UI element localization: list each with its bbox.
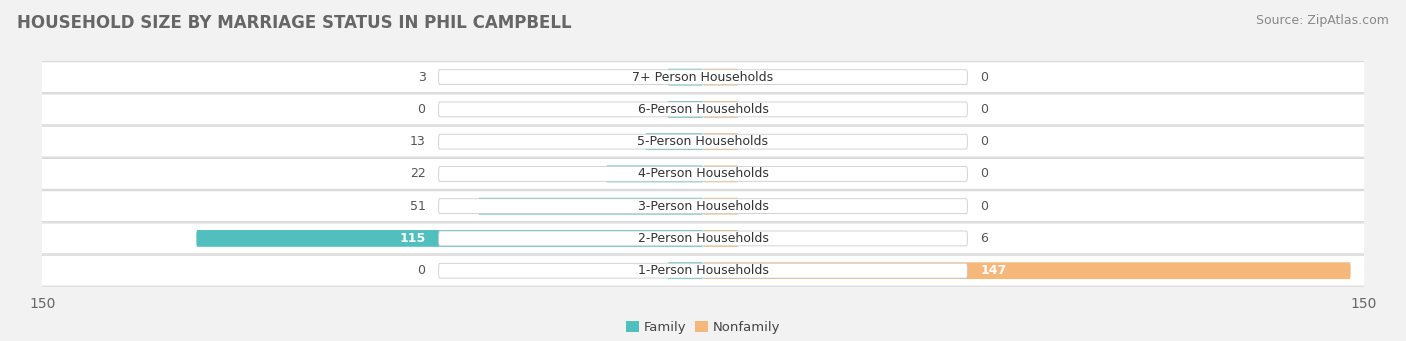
Text: 0: 0 <box>418 103 426 116</box>
FancyBboxPatch shape <box>34 255 1372 286</box>
FancyBboxPatch shape <box>703 262 1351 279</box>
FancyBboxPatch shape <box>703 198 738 214</box>
FancyBboxPatch shape <box>703 230 738 247</box>
Text: 22: 22 <box>409 167 426 180</box>
Text: 0: 0 <box>980 71 988 84</box>
FancyBboxPatch shape <box>703 101 738 118</box>
FancyBboxPatch shape <box>703 69 738 86</box>
Text: 6-Person Households: 6-Person Households <box>637 103 769 116</box>
Text: 0: 0 <box>980 135 988 148</box>
Text: HOUSEHOLD SIZE BY MARRIAGE STATUS IN PHIL CAMPBELL: HOUSEHOLD SIZE BY MARRIAGE STATUS IN PHI… <box>17 14 571 32</box>
FancyBboxPatch shape <box>34 223 1372 254</box>
FancyBboxPatch shape <box>34 159 1372 189</box>
FancyBboxPatch shape <box>668 69 703 86</box>
FancyBboxPatch shape <box>668 101 703 118</box>
FancyBboxPatch shape <box>439 231 967 246</box>
Text: 4-Person Households: 4-Person Households <box>637 167 769 180</box>
Text: 51: 51 <box>409 200 426 213</box>
FancyBboxPatch shape <box>34 191 1372 222</box>
Text: 5-Person Households: 5-Person Households <box>637 135 769 148</box>
Text: 0: 0 <box>980 200 988 213</box>
FancyBboxPatch shape <box>606 165 703 182</box>
FancyBboxPatch shape <box>668 262 703 279</box>
FancyBboxPatch shape <box>439 199 967 213</box>
FancyBboxPatch shape <box>645 133 703 150</box>
FancyBboxPatch shape <box>703 133 738 150</box>
Text: 0: 0 <box>418 264 426 277</box>
FancyBboxPatch shape <box>478 198 703 214</box>
Text: 6: 6 <box>980 232 988 245</box>
FancyBboxPatch shape <box>703 165 738 182</box>
FancyBboxPatch shape <box>34 126 1372 157</box>
Text: 0: 0 <box>980 167 988 180</box>
FancyBboxPatch shape <box>197 230 703 247</box>
Text: Source: ZipAtlas.com: Source: ZipAtlas.com <box>1256 14 1389 27</box>
FancyBboxPatch shape <box>439 134 967 149</box>
FancyBboxPatch shape <box>439 166 967 181</box>
Text: 147: 147 <box>980 264 1007 277</box>
Text: 3-Person Households: 3-Person Households <box>637 200 769 213</box>
FancyBboxPatch shape <box>34 62 1372 93</box>
Text: 115: 115 <box>399 232 426 245</box>
Text: 3: 3 <box>418 71 426 84</box>
Legend: Family, Nonfamily: Family, Nonfamily <box>620 315 786 339</box>
Text: 0: 0 <box>980 103 988 116</box>
FancyBboxPatch shape <box>439 70 967 85</box>
Text: 13: 13 <box>409 135 426 148</box>
Text: 2-Person Households: 2-Person Households <box>637 232 769 245</box>
Text: 7+ Person Households: 7+ Person Households <box>633 71 773 84</box>
FancyBboxPatch shape <box>439 263 967 278</box>
FancyBboxPatch shape <box>439 102 967 117</box>
FancyBboxPatch shape <box>34 94 1372 125</box>
Text: 1-Person Households: 1-Person Households <box>637 264 769 277</box>
